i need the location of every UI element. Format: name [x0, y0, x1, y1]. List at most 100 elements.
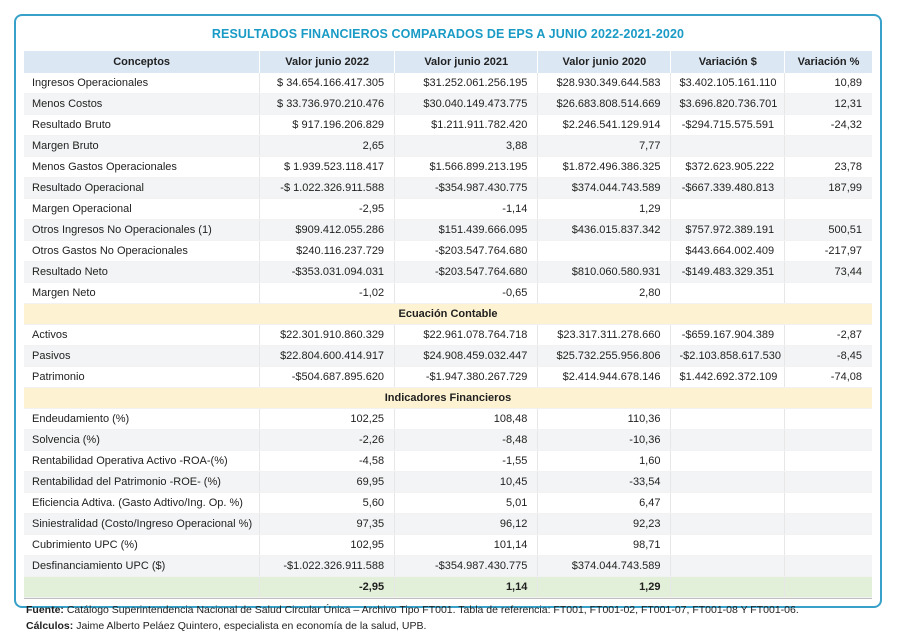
concept-cell: Siniestralidad (Costo/Ingreso Operaciona… [24, 513, 261, 535]
value-cell [784, 450, 872, 472]
value-cell: 5,60 [259, 492, 396, 514]
value-cell: -$2.103.858.617.530 [670, 345, 786, 367]
value-cell: -$659.167.904.389 [670, 324, 786, 346]
value-cell: -$667.339.480.813 [670, 177, 786, 199]
value-cell [784, 555, 872, 577]
value-cell [784, 492, 872, 514]
value-cell [784, 513, 872, 535]
value-cell [670, 555, 786, 577]
value-cell: 10,89 [784, 73, 872, 94]
column-header: Valor junio 2020 [537, 51, 672, 73]
value-cell [784, 576, 872, 598]
value-cell: 110,36 [537, 408, 672, 430]
value-cell: 98,71 [537, 534, 672, 556]
table-body: Ingresos Operacionales $ 34.654.166.417.3… [24, 73, 872, 598]
concept-cell: Patrimonio [24, 366, 261, 388]
value-cell [784, 408, 872, 430]
table-row: Margen Neto -1,02 -0,65 2,80 [24, 282, 872, 304]
concept-cell [24, 576, 261, 598]
section-header-row: Indicadores Financieros [24, 387, 872, 409]
concept-cell: Desfinanciamiento UPC ($) [24, 555, 261, 577]
column-header: Variación $ [670, 51, 786, 73]
value-cell: -$354.987.430.775 [394, 177, 539, 199]
table-row: Margen Bruto 2,65 3,88 7,77 [24, 135, 872, 157]
value-cell: 97,35 [259, 513, 396, 535]
value-cell: 102,95 [259, 534, 396, 556]
value-cell: -$1.947.380.267.729 [394, 366, 539, 388]
concept-cell: Menos Gastos Operacionales [24, 156, 261, 178]
value-cell [670, 408, 786, 430]
value-cell: -$504.687.895.620 [259, 366, 396, 388]
table-row: Resultado Neto -$353.031.094.031 -$203.547… [24, 261, 872, 283]
table-row: Rentabilidad Operativa Activo -ROA-(%) -4… [24, 450, 872, 472]
value-cell: -$203.547.764.680 [394, 240, 539, 262]
concept-cell: Ingresos Operacionales [24, 73, 261, 94]
value-cell: $ 33.736.970.210.476 [259, 93, 396, 115]
value-cell: $374.044.743.589 [537, 555, 672, 577]
report-title: RESULTADOS FINANCIEROS COMPARADOS DE EPS… [211, 27, 685, 41]
value-cell: 1,14 [394, 576, 539, 598]
calculations-text: Jaime Alberto Peláez Quintero, especiali… [76, 619, 427, 632]
value-cell: $22.301.910.860.329 [259, 324, 396, 346]
value-cell [784, 198, 872, 220]
value-cell: -24,32 [784, 114, 872, 136]
column-header: Variación % [784, 51, 872, 73]
value-cell [670, 198, 786, 220]
value-cell: 1,29 [537, 576, 672, 598]
value-cell: 2,80 [537, 282, 672, 304]
value-cell: $24.908.459.032.447 [394, 345, 539, 367]
value-cell: 96,12 [394, 513, 539, 535]
value-cell: -2,95 [259, 576, 396, 598]
concept-cell: Resultado Bruto [24, 114, 261, 136]
table-row: Siniestralidad (Costo/Ingreso Operaciona… [24, 513, 872, 535]
value-cell: $30.040.149.473.775 [394, 93, 539, 115]
value-cell: -2,26 [259, 429, 396, 451]
value-cell: -$149.483.329.351 [670, 261, 786, 283]
section-header-label: Indicadores Financieros [24, 387, 872, 409]
value-cell [784, 135, 872, 157]
value-cell: 1,60 [537, 450, 672, 472]
concept-cell: Menos Costos [24, 93, 261, 115]
value-cell: 500,51 [784, 219, 872, 241]
summary-row: -2,95 1,14 1,29 [24, 576, 872, 598]
table-row: Menos Costos $ 33.736.970.210.476 $30.040.… [24, 93, 872, 115]
value-cell: 92,23 [537, 513, 672, 535]
table-row: Margen Operacional -2,95 -1,14 1,29 [24, 198, 872, 220]
concept-cell: Activos [24, 324, 261, 346]
concept-cell: Pasivos [24, 345, 261, 367]
value-cell: -1,55 [394, 450, 539, 472]
table-row: Patrimonio -$504.687.895.620 -$1.947.380.2… [24, 366, 872, 388]
value-cell: 101,14 [394, 534, 539, 556]
value-cell: $23.317.311.278.660 [537, 324, 672, 346]
concept-cell: Cubrimiento UPC (%) [24, 534, 261, 556]
value-cell: $3.402.105.161.110 [670, 73, 786, 94]
value-cell: -8,45 [784, 345, 872, 367]
value-cell: 108,48 [394, 408, 539, 430]
concept-cell: Eficiencia Adtiva. (Gasto Adtivo/Ing. Op… [24, 492, 261, 514]
concept-cell: Rentabilidad del Patrimonio -ROE- (%) [24, 471, 261, 493]
value-cell: -2,95 [259, 198, 396, 220]
value-cell [784, 534, 872, 556]
value-cell: -2,87 [784, 324, 872, 346]
value-cell: -217,97 [784, 240, 872, 262]
value-cell: $240.116.237.729 [259, 240, 396, 262]
concept-cell: Margen Neto [24, 282, 261, 304]
value-cell: -1,14 [394, 198, 539, 220]
table-row: Otros Gastos No Operacionales $240.116.23… [24, 240, 872, 262]
value-cell: 187,99 [784, 177, 872, 199]
value-cell: $25.732.255.956.806 [537, 345, 672, 367]
value-cell: $22.804.600.414.917 [259, 345, 396, 367]
value-cell: $28.930.349.644.583 [537, 73, 672, 94]
value-cell [670, 135, 786, 157]
table-row: Resultado Operacional -$ 1.022.326.911.58… [24, 177, 872, 199]
value-cell: 102,25 [259, 408, 396, 430]
calculations-line: Cálculos: Jaime Alberto Peláez Quintero,… [26, 619, 870, 635]
table-footnotes: Fuente: Catálogo Superintendencia Nacion… [24, 598, 872, 635]
value-cell: 10,45 [394, 471, 539, 493]
value-cell: -0,65 [394, 282, 539, 304]
value-cell: 69,95 [259, 471, 396, 493]
value-cell: $1.442.692.372.109 [670, 366, 786, 388]
value-cell: 23,78 [784, 156, 872, 178]
value-cell: 5,01 [394, 492, 539, 514]
concept-cell: Otros Gastos No Operacionales [24, 240, 261, 262]
